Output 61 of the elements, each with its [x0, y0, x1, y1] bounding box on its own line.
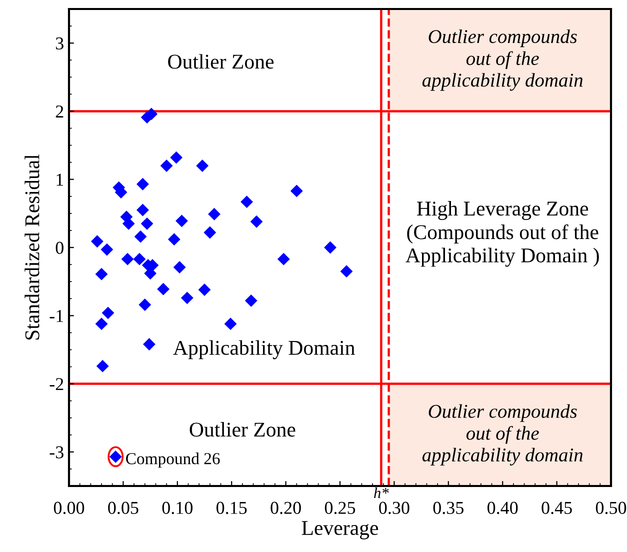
point	[134, 230, 147, 243]
point	[102, 306, 114, 320]
point	[90, 235, 104, 248]
x-tick-label: 0.30	[379, 502, 410, 514]
point	[168, 233, 180, 246]
point	[95, 318, 108, 330]
y-tick-label: 0	[56, 242, 64, 254]
point	[196, 160, 209, 172]
annotation: Compound 26	[126, 452, 220, 468]
x-tick-label: 0.05	[108, 502, 138, 514]
y-tick-label: 1	[56, 174, 64, 186]
annotation: Outlier Zone	[190, 422, 296, 437]
point	[240, 196, 253, 208]
point	[180, 292, 194, 304]
x-tick-label: 0.10	[162, 502, 193, 514]
point	[204, 226, 216, 239]
point	[173, 261, 186, 274]
point	[121, 252, 134, 266]
x-tick-label: 0.50	[596, 502, 626, 514]
point	[157, 282, 170, 296]
point	[136, 204, 149, 216]
point	[100, 243, 114, 256]
y-tick-label: 2	[56, 106, 64, 118]
x-tick-label: 0.40	[487, 502, 518, 514]
point	[140, 217, 154, 230]
x-tick-label: 0.15	[216, 502, 247, 514]
y-tick-label: -2	[50, 378, 64, 390]
point	[170, 151, 183, 164]
annotation: Outlier compounds out of the applicability domain	[422, 29, 583, 91]
x-tick-label: 0.00	[54, 502, 84, 514]
point	[277, 252, 290, 266]
point	[198, 284, 211, 296]
point	[176, 214, 188, 228]
y-tick-label: -3	[50, 446, 64, 458]
annotation: High Leverage Zone (Compounds out of the Applicability Domain )	[406, 201, 599, 267]
point	[133, 252, 146, 266]
y-tick-label: 3	[56, 37, 64, 50]
x-axis-title: Leverage	[302, 521, 378, 540]
x-tick-label: 0.20	[270, 502, 301, 514]
point	[208, 208, 220, 220]
point	[340, 265, 353, 278]
annotation: Outlier compounds out of the applicability domain	[422, 404, 583, 466]
point	[244, 294, 258, 307]
point	[290, 184, 303, 198]
y-tick-label: -1	[50, 310, 64, 322]
point	[250, 215, 263, 228]
point	[324, 241, 336, 254]
annotation: Applicability Domain	[173, 340, 355, 360]
point	[95, 268, 108, 280]
x-tick-label: 0.35	[433, 502, 464, 514]
x-tick-label: 0.25	[324, 502, 356, 514]
annotation: Outlier Zone	[168, 54, 274, 69]
point	[160, 160, 173, 172]
point	[224, 318, 237, 330]
y-axis-title: Standardized Residual	[24, 154, 40, 340]
point	[138, 298, 152, 311]
point	[96, 360, 109, 372]
point	[143, 338, 156, 350]
point	[136, 178, 149, 190]
x-tick-label: 0.45	[542, 502, 572, 514]
ref-line-label: h*	[374, 487, 389, 498]
